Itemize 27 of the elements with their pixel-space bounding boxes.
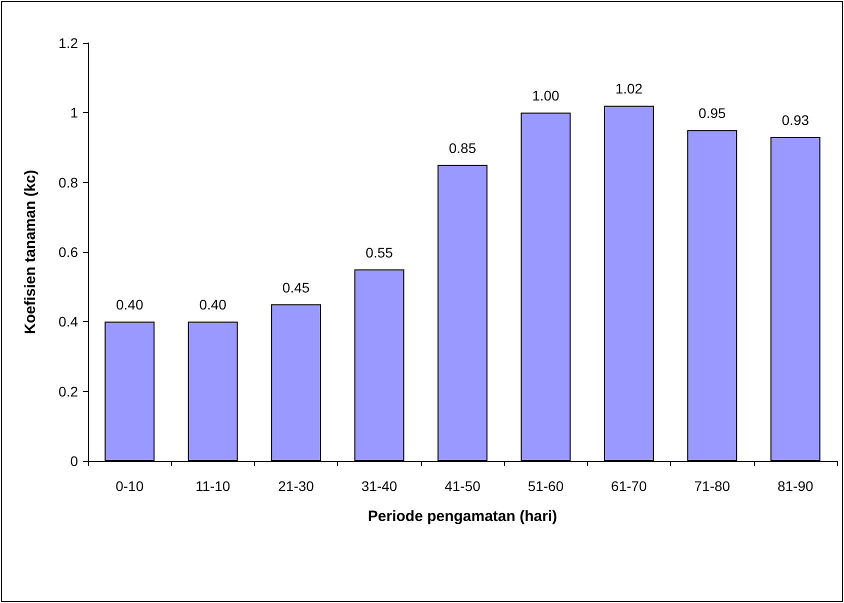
- x-tick-label: 81-90: [777, 478, 814, 494]
- data-label: 0.40: [116, 296, 144, 313]
- data-label: 0.45: [282, 279, 310, 296]
- x-tick-label: 51-60: [528, 478, 564, 494]
- x-tick-label: 31-40: [361, 478, 398, 494]
- data-label: 0.55: [366, 244, 394, 260]
- data-label: 0.93: [782, 112, 810, 128]
- data-label: 1.00: [532, 88, 560, 104]
- y-tick-label: 1.2: [58, 35, 78, 51]
- y-tick-label: 0.4: [58, 314, 78, 330]
- y-axis-title: Koefisien tanaman (kc): [22, 170, 39, 334]
- x-axis-title: Periode pengamatan (hari): [368, 508, 558, 525]
- y-tick-label: 0.6: [58, 244, 78, 260]
- y-tick-label: 0.8: [58, 174, 78, 190]
- x-tick-label: 11-10: [195, 478, 230, 494]
- y-tick-label: 0: [70, 453, 78, 469]
- data-label: 0.40: [199, 296, 227, 313]
- x-tick-label: 61-70: [611, 478, 648, 494]
- x-tick-label: 21-30: [278, 478, 314, 494]
- x-tick-label: 41-50: [444, 478, 481, 494]
- data-label: 0.95: [698, 105, 726, 122]
- y-tick-label: 0.2: [58, 383, 78, 400]
- data-label: 0.85: [448, 140, 476, 156]
- x-tick-label: 71-80: [694, 478, 730, 494]
- y-tick-label: 1: [70, 104, 78, 121]
- data-label: 1.02: [615, 80, 643, 97]
- x-tick-label: 0-10: [116, 478, 144, 494]
